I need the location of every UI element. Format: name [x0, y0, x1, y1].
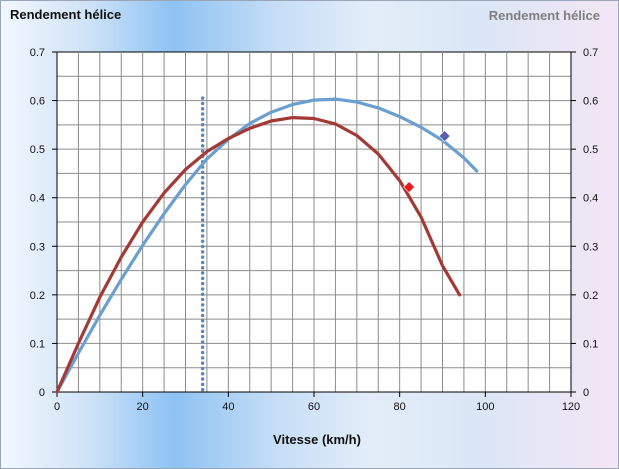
y-tick-label-right: 0.7	[583, 47, 598, 59]
x-tick-label: 60	[308, 401, 320, 413]
y-tick-label-left: 0	[39, 387, 45, 399]
x-tick-label: 20	[137, 401, 149, 413]
y-tick-label-left: 0.7	[30, 47, 45, 59]
y-tick-label-left: 0.2	[30, 290, 45, 302]
series-line-2	[55, 115, 462, 394]
y-tick-label-left: 0.1	[30, 338, 45, 350]
markers-group	[403, 130, 451, 193]
x-tick-label: 120	[562, 401, 580, 413]
series-group	[55, 97, 479, 394]
diamond-marker-2	[403, 181, 416, 193]
y-tick-label-left: 0.5	[30, 144, 45, 156]
x-axis-label: Vitesse (km/h)	[273, 432, 361, 447]
y-tick-label-right: 0.6	[583, 96, 598, 108]
x-tick-label: 80	[394, 401, 406, 413]
y-tick-label-right: 0.4	[583, 193, 598, 205]
x-tick-label: 100	[476, 401, 494, 413]
axes	[52, 51, 576, 397]
y-tick-label-right: 0.2	[583, 290, 598, 302]
y-tick-label-left: 0.3	[30, 241, 45, 253]
y-tick-label-right: 0.5	[583, 144, 598, 156]
y-tick-label-right: 0.1	[583, 338, 598, 350]
series-line-1	[55, 97, 479, 394]
x-tick-label: 0	[54, 401, 60, 413]
y-tick-label-left: 0.4	[30, 193, 45, 205]
y-tick-label-right: 0.3	[583, 241, 598, 253]
y-tick-label-right: 0	[583, 387, 589, 399]
diamond-marker-1	[438, 130, 451, 142]
chart-title-right: Rendement hélice	[488, 8, 600, 23]
x-tick-label: 40	[222, 401, 234, 413]
y-tick-label-left: 0.6	[30, 96, 45, 108]
chart-title: Rendement hélice	[10, 7, 122, 22]
